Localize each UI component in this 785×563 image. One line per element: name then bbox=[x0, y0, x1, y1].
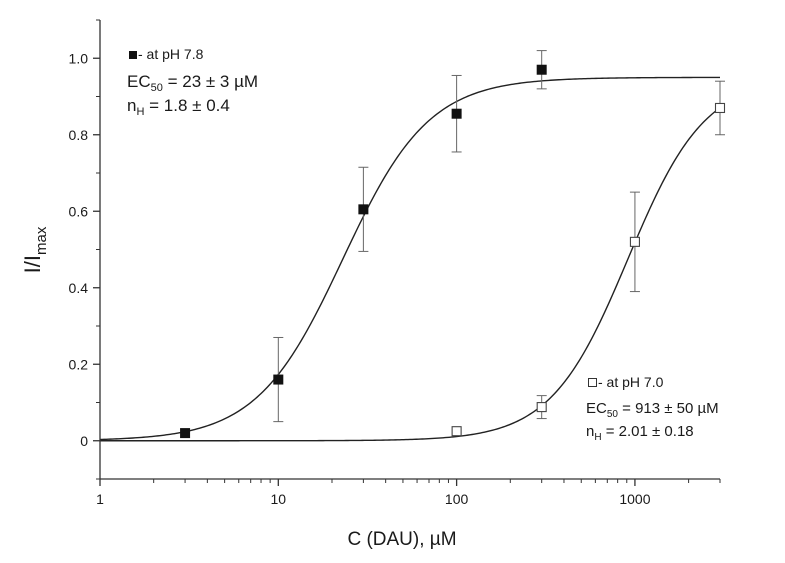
data-point-ph78 bbox=[273, 374, 284, 385]
legend-ph78-marker bbox=[129, 51, 137, 59]
x-tick-label: 1 bbox=[96, 491, 104, 507]
data-point-ph78 bbox=[451, 108, 462, 119]
data-point-ph70 bbox=[451, 426, 462, 437]
data-point-ph70 bbox=[629, 236, 640, 247]
y-tick-label: 0.6 bbox=[69, 203, 89, 219]
x-tick-label: 100 bbox=[445, 491, 469, 507]
y-tick-label: 0.8 bbox=[69, 127, 89, 143]
data-point-ph78 bbox=[358, 204, 369, 215]
y-tick-label: 0.2 bbox=[69, 356, 89, 372]
y-tick-label: 1.0 bbox=[69, 50, 89, 66]
fit-curve-0 bbox=[99, 76, 720, 441]
fit-curves bbox=[99, 76, 721, 442]
legend-ph78-label: - at pH 7.8 bbox=[138, 46, 204, 62]
legend-ph70: - at pH 7.0 EC50 = 913 ± 50 µM nH = 2.01… bbox=[586, 374, 719, 443]
legend-ph70-nh: nH = 2.01 ± 0.18 bbox=[586, 423, 694, 443]
y-axis-label: I/Imax bbox=[20, 226, 50, 273]
x-tick-label: 1000 bbox=[619, 491, 650, 507]
y-tick-label: 0 bbox=[80, 433, 88, 449]
data-point-ph78 bbox=[536, 64, 547, 75]
y-axis-label-main: I/I bbox=[20, 255, 45, 273]
x-axis-label: C (DAU), µM bbox=[347, 529, 456, 550]
data-points bbox=[180, 64, 726, 439]
y-axis-label-sub: max bbox=[33, 226, 50, 255]
y-tick-label: 0.4 bbox=[69, 280, 89, 296]
legend-ph78-ec50: EC50 = 23 ± 3 µM bbox=[127, 72, 258, 94]
legend-ph78: - at pH 7.8 EC50 = 23 ± 3 µM nH = 1.8 ± … bbox=[127, 46, 258, 118]
data-point-ph78 bbox=[180, 428, 191, 439]
legend-ph78-nh: nH = 1.8 ± 0.4 bbox=[127, 96, 230, 118]
x-tick-label: 10 bbox=[271, 491, 287, 507]
fit-curve-1 bbox=[100, 107, 721, 442]
legend-ph70-ec50: EC50 = 913 ± 50 µM bbox=[586, 400, 719, 420]
axes: 1 10 100 1000 0 0.2 0.4 0.6 0.8 1.0 bbox=[69, 19, 721, 507]
legend-ph70-marker bbox=[588, 378, 597, 387]
data-point-ph70 bbox=[714, 102, 726, 114]
data-point-ph70 bbox=[536, 402, 547, 413]
error-bars bbox=[273, 50, 725, 423]
legend-ph70-label: - at pH 7.0 bbox=[598, 374, 664, 390]
